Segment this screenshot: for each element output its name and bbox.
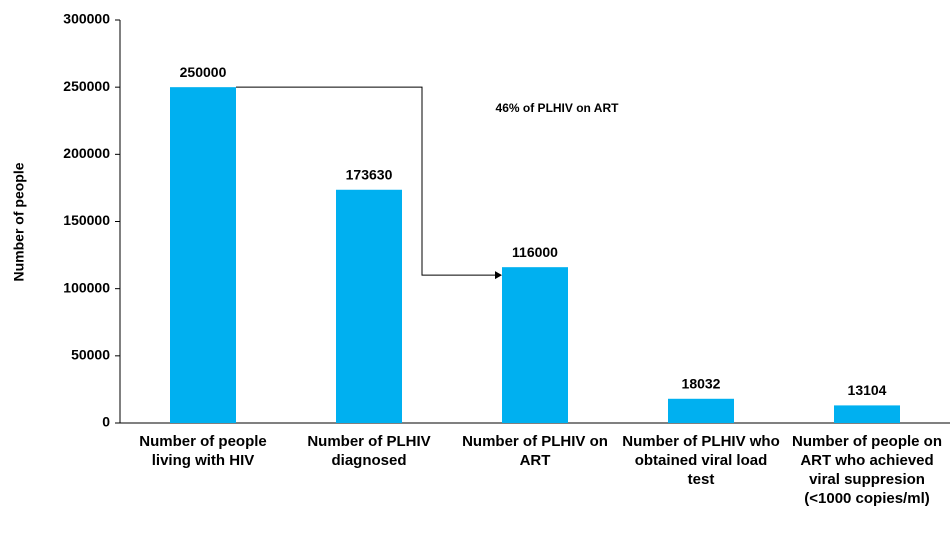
x-tick-label: Number of PLHIV who obtained viral load … (622, 433, 780, 488)
x-tick-label: Number of people living with HIV (139, 433, 267, 469)
annotation: 46% of PLHIV on ART (495, 101, 619, 115)
y-tick-label: 250000 (63, 78, 110, 94)
x-tick-label: Number of people on ART who achieved vir… (792, 433, 942, 507)
bar (834, 405, 900, 423)
value-label: 250000 (180, 64, 227, 80)
bar (170, 87, 236, 424)
y-tick-label: 150000 (63, 212, 110, 228)
x-tick-label: Number of PLHIV diagnosed (307, 433, 431, 469)
arrow-head (495, 271, 502, 280)
value-label: 18032 (682, 375, 721, 391)
y-tick-label: 0 (102, 414, 110, 430)
value-label: 13104 (848, 382, 887, 398)
y-axis-title: Number of people (11, 162, 27, 281)
y-tick-label: 50000 (71, 347, 110, 363)
value-label: 173630 (346, 166, 393, 182)
connector-arrow (236, 86, 498, 276)
bar (668, 398, 734, 423)
x-tick-label: Number of PLHIV on ART (462, 433, 608, 469)
bar (502, 267, 568, 423)
y-tick-label: 100000 (63, 279, 110, 295)
value-label: 116000 (512, 244, 558, 260)
y-tick-label: 200000 (63, 145, 110, 161)
bar (336, 189, 402, 423)
y-tick-label: 300000 (63, 11, 110, 27)
